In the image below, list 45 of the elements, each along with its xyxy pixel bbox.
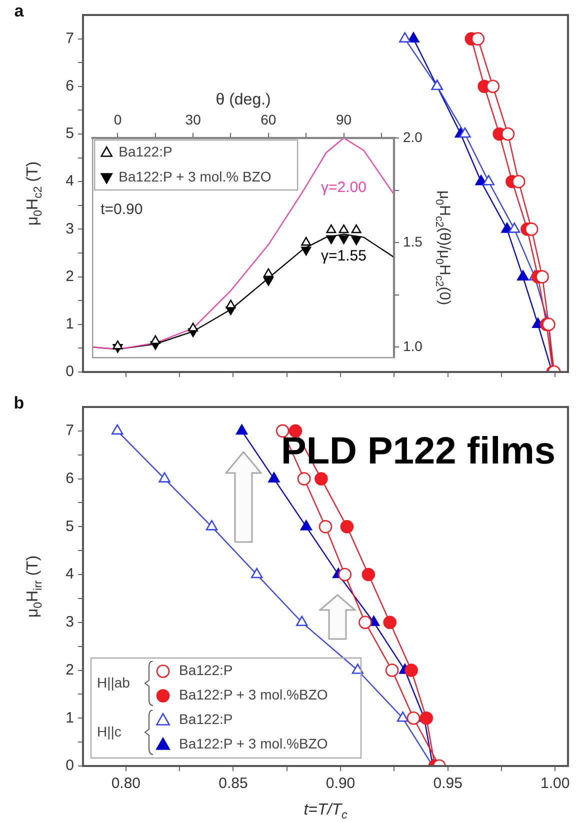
y-tick-label: 1.5 — [403, 233, 423, 250]
y-tick-label: 3 — [66, 220, 74, 238]
y-axis-title: μ0Hirr (T) — [24, 555, 44, 618]
y-tick-label: 5 — [66, 518, 74, 535]
x-tick-label: 0.85 — [218, 775, 248, 792]
x-tick-label: 1.00 — [540, 775, 570, 792]
y-tick-label: 2 — [66, 268, 74, 285]
y-tick-label: 6 — [66, 78, 74, 95]
y-tick-label: 1 — [66, 709, 74, 726]
legend-label: Ba122:P — [118, 143, 172, 160]
x-tick-label: 30 — [185, 111, 202, 128]
x-axis-title: θ (deg.) — [216, 91, 271, 108]
y-tick-label: 6 — [66, 470, 74, 487]
y-tick-label: 0 — [66, 757, 74, 774]
annotation: H||ab — [97, 674, 130, 690]
y-tick-label: 1 — [66, 316, 74, 333]
y-tick-label: 0 — [66, 363, 74, 380]
x-tick-label: 0 — [114, 111, 122, 128]
legend-label: Ba122:P + 3 mol.% BZO — [118, 168, 272, 184]
y-axis-title: μ0Hc2 (T) — [24, 161, 44, 226]
x-tick-label: 90 — [336, 111, 352, 128]
chart-title: a — [14, 2, 24, 21]
x-tick-label: 60 — [260, 111, 276, 128]
y-tick-label: 5 — [66, 125, 74, 142]
legend-label: Ba122:P + 3 mol.%BZO — [179, 736, 328, 752]
text: μ0Hc2(θ)/μ0Hc2(0) — [433, 190, 453, 306]
legend-label: Ba122:P — [179, 711, 233, 728]
chart-title: b — [14, 394, 24, 413]
y-tick-label: 7 — [66, 30, 74, 47]
y-tick-label: 2.0 — [403, 128, 423, 145]
y-tick-label: 7 — [66, 422, 74, 440]
x-tick-label: 0.90 — [326, 775, 356, 792]
y-tick-label: 4 — [66, 566, 74, 583]
y-tick-label: 4 — [66, 172, 74, 190]
x-tick-label: 0.80 — [111, 775, 141, 792]
y-tick-label: 1.0 — [403, 338, 423, 354]
y-tick-label: 3 — [66, 614, 74, 631]
x-tick-label: 0.95 — [433, 775, 462, 792]
annotation: t=0.90 — [100, 201, 143, 218]
y-tick-label: 2 — [66, 661, 74, 678]
annotation: H||c — [97, 723, 122, 740]
legend-label: Ba122:P + 3 mol.%BZO — [179, 686, 328, 703]
series-label: γ=1.55 — [321, 247, 367, 264]
legend-label: Ba122:P — [179, 662, 233, 678]
series-label: γ=2.00 — [321, 179, 367, 196]
